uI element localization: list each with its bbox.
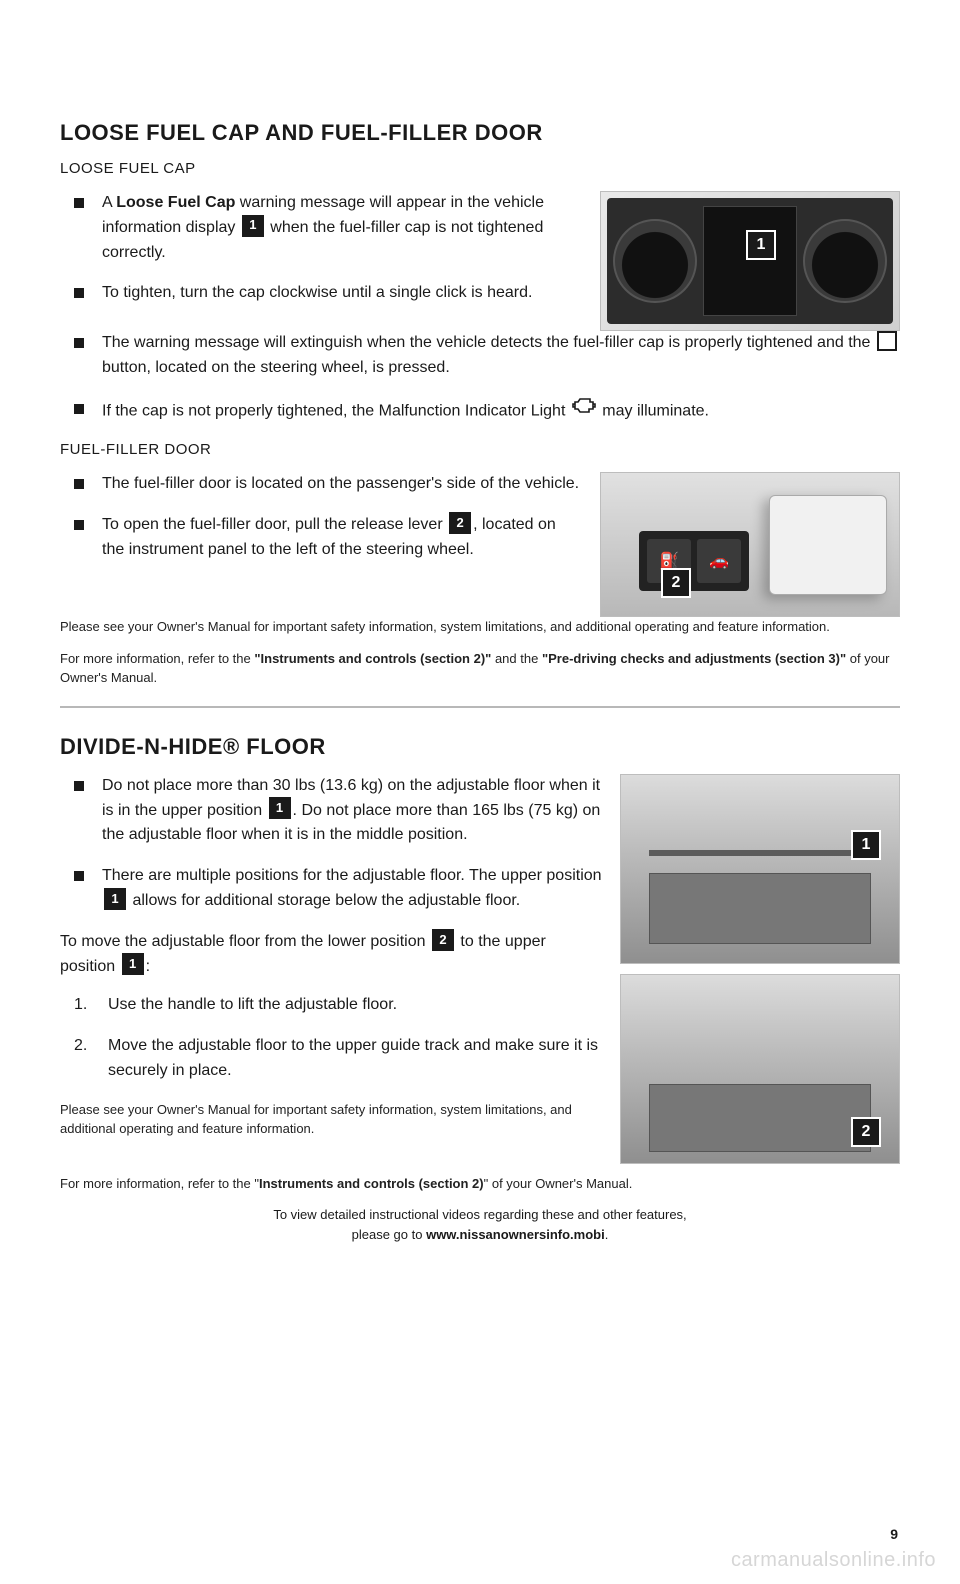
text: allows for additional storage below the … xyxy=(128,892,520,909)
cargo-upper-image: 1 xyxy=(620,774,900,964)
callout-badge-1: 1 xyxy=(242,215,264,237)
floor-step-2: 2. Move the adjustable floor to the upper… xyxy=(74,1034,602,1084)
callout-badge-1: 1 xyxy=(269,797,291,819)
fuel-row-1: A Loose Fuel Cap warning message will ap… xyxy=(60,191,900,331)
cargo-lower-image: 2 xyxy=(620,974,900,1164)
floor-fine-print-2: For more information, refer to the "Inst… xyxy=(60,1174,900,1194)
fuel-bullets-wide: The warning message will extinguish when… xyxy=(60,331,900,425)
fuel-bullet-3: The warning message will extinguish when… xyxy=(74,331,900,381)
floor-bullets: Do not place more than 30 lbs (13.6 kg) … xyxy=(60,774,602,914)
manual-page: LOOSE FUEL CAP AND FUEL-FILLER DOOR LOOS… xyxy=(0,0,960,1284)
text: For more information, refer to the xyxy=(60,651,254,666)
text: button, located on the steering wheel, i… xyxy=(102,359,450,376)
fuel-fine-print-2: For more information, refer to the "Inst… xyxy=(60,649,900,688)
floor-fine-print-1: Please see your Owner's Manual for impor… xyxy=(60,1100,602,1139)
floor-steps: 1. Use the handle to lift the adjustable … xyxy=(60,993,602,1083)
fuel-bullet-1: A Loose Fuel Cap warning message will ap… xyxy=(74,191,582,265)
steering-button-icon xyxy=(877,331,897,351)
loose-fuel-cap-term: Loose Fuel Cap xyxy=(116,194,235,211)
fuel-door-render: ⛽ 🚗 xyxy=(601,473,899,616)
fuel-bullet-5: The fuel-filler door is located on the p… xyxy=(74,472,582,497)
image-callout-1: 1 xyxy=(851,830,881,860)
loose-fuel-cap-subhead: LOOSE FUEL CAP xyxy=(60,160,900,177)
fuel-row-2: The fuel-filler door is located on the p… xyxy=(60,472,900,617)
watermark: carmanualsonline.info xyxy=(731,1549,936,1572)
callout-badge-2: 2 xyxy=(432,929,454,951)
fuel-fine-print-1: Please see your Owner's Manual for impor… xyxy=(60,617,900,637)
fuel-bullet-6: To open the fuel-filler door, pull the r… xyxy=(74,513,582,563)
cargo-floor-upper xyxy=(649,873,871,944)
text: : xyxy=(146,958,150,975)
image-callout-2: 2 xyxy=(661,568,691,598)
step-number: 2. xyxy=(74,1034,87,1059)
footer-url: www.nissanownersinfo.mobi xyxy=(426,1227,605,1242)
text: If the cap is not properly tightened, th… xyxy=(102,402,570,419)
dashboard-render xyxy=(607,198,893,324)
speedometer-gauge xyxy=(803,219,887,303)
cargo-render xyxy=(621,775,899,963)
text: please go to xyxy=(352,1227,426,1242)
text: There are multiple positions for the adj… xyxy=(102,867,602,884)
fuel-filler-door-subhead: FUEL-FILLER DOOR xyxy=(60,441,900,458)
text: Move the adjustable floor to the upper g… xyxy=(108,1037,598,1079)
footer-line-1: To view detailed instructional videos re… xyxy=(273,1207,686,1222)
floor-section-title: DIVIDE-N-HIDE® FLOOR xyxy=(60,734,900,760)
callout-badge-1: 1 xyxy=(104,888,126,910)
release-lever-panel: ⛽ 🚗 xyxy=(639,531,749,591)
callout-badge-2: 2 xyxy=(449,512,471,534)
text: Use the handle to lift the adjustable fl… xyxy=(108,996,397,1013)
image-callout-1: 1 xyxy=(746,230,776,260)
fuel-door-bullets: The fuel-filler door is located on the p… xyxy=(60,472,582,562)
text: and the xyxy=(491,651,542,666)
text: " of your Owner's Manual. xyxy=(484,1176,633,1191)
floor-row: Do not place more than 30 lbs (13.6 kg) … xyxy=(60,774,900,1174)
page-footer: To view detailed instructional videos re… xyxy=(60,1205,900,1244)
malfunction-indicator-icon xyxy=(572,395,596,424)
text: The warning message will extinguish when… xyxy=(102,334,875,351)
ref-instruments-section: "Instruments and controls (section 2)" xyxy=(254,651,491,666)
text: To move the adjustable floor from the lo… xyxy=(60,933,430,950)
tachometer-gauge xyxy=(613,219,697,303)
step-number: 1. xyxy=(74,993,87,1018)
trunk-release-icon: 🚗 xyxy=(697,539,741,583)
fuel-bullet-4: If the cap is not properly tightened, th… xyxy=(74,397,900,426)
ref-instruments-section: Instruments and controls (section 2) xyxy=(259,1176,484,1191)
section-divider xyxy=(60,706,900,708)
ref-predriving-section: "Pre-driving checks and adjustments (sec… xyxy=(542,651,846,666)
dashboard-image: 1 xyxy=(600,191,900,331)
floor-step-1: 1. Use the handle to lift the adjustable … xyxy=(74,993,602,1018)
text: may illuminate. xyxy=(598,402,709,419)
fuel-door-image: ⛽ 🚗 2 xyxy=(600,472,900,617)
text: For more information, refer to the " xyxy=(60,1176,259,1191)
text: To open the fuel-filler door, pull the r… xyxy=(102,516,447,533)
fuel-filler-door xyxy=(769,495,887,595)
fuel-bullets-top: A Loose Fuel Cap warning message will ap… xyxy=(60,191,582,306)
vehicle-info-display xyxy=(703,206,797,316)
cargo-floor-lower xyxy=(649,1084,871,1152)
page-number: 9 xyxy=(890,1526,898,1542)
fuel-section-title: LOOSE FUEL CAP AND FUEL-FILLER DOOR xyxy=(60,120,900,146)
floor-bullet-2: There are multiple positions for the adj… xyxy=(74,864,602,914)
floor-move-para: To move the adjustable floor from the lo… xyxy=(60,930,602,980)
fuel-bullet-2: To tighten, turn the cap clockwise until… xyxy=(74,281,582,306)
text: . xyxy=(605,1227,609,1242)
image-callout-2: 2 xyxy=(851,1117,881,1147)
text: A xyxy=(102,194,116,211)
callout-badge-1: 1 xyxy=(122,953,144,975)
cargo-shelf xyxy=(649,850,871,856)
floor-bullet-1: Do not place more than 30 lbs (13.6 kg) … xyxy=(74,774,602,848)
